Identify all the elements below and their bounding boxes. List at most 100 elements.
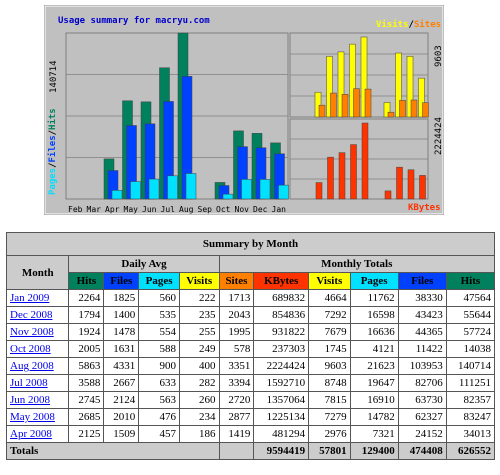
x-tick-oct: Oct [216, 205, 231, 214]
bar-sites-jun [341, 94, 349, 118]
month-link[interactable]: Jun 2008 [10, 394, 51, 406]
table-cell: 1794 [68, 306, 105, 324]
table-cell: 1713 [218, 289, 255, 307]
table-cell: 2667 [103, 374, 140, 392]
month-link[interactable]: Jul 2008 [10, 377, 48, 389]
bar-kbytes-dec [407, 169, 415, 200]
right-top-axis-max: 9603 [434, 45, 444, 67]
visits-sites-chart [289, 32, 429, 118]
summary-rows: Jan 2009 2264 1825 560 222 1713 689832 4664 1176… [5, 289, 496, 443]
graph-title: Usage summary for macryu.com [58, 16, 210, 26]
table-cell: 1419 [218, 425, 255, 443]
table-row: Jun 2008 2745 2124 563 260 2720 1357064 7815 169… [5, 391, 496, 409]
table-cell: 16598 [349, 306, 399, 324]
month-link[interactable]: Jan 2009 [10, 292, 50, 304]
table-row: Nov 2008 1924 1478 554 255 1995 931822 7679 1663… [5, 323, 496, 341]
col-daily-pages: Pages [138, 272, 180, 290]
table-cell: 44365 [397, 323, 447, 341]
legend-kbytes: KBytes [408, 203, 441, 213]
total-hits: 626552 [445, 442, 496, 460]
table-cell: 1509 [103, 425, 140, 443]
table-cell: 55644 [445, 306, 496, 324]
table-cell: 1924 [68, 323, 105, 341]
table-cell: 255 [178, 323, 220, 341]
table-cell: 249 [178, 340, 220, 358]
bar-sites-jul [353, 88, 360, 118]
table-cell: 3351 [218, 357, 255, 375]
month-cell: Jul 2008 [5, 374, 70, 392]
month-cell: Jun 2008 [5, 391, 70, 409]
table-cell: 560 [138, 289, 180, 307]
table-cell: 2005 [68, 340, 105, 358]
bar-visits-may [326, 56, 333, 118]
x-tick-sep: Sep [198, 205, 213, 214]
column-headers: Hits Files Pages Visits Sites KBytes Visits Pag… [7, 272, 496, 290]
table-cell: 63730 [397, 391, 447, 409]
table-cell: 854836 [253, 306, 310, 324]
month-link[interactable]: May 2008 [10, 411, 55, 423]
table-row: May 2008 2685 2010 476 234 2877 1225134 7279 147… [5, 408, 496, 426]
table-cell: 1745 [308, 340, 351, 358]
total-kbytes: 9594419 [253, 442, 310, 460]
table-cell: 237303 [253, 340, 310, 358]
bar-kbytes-apr [315, 182, 323, 200]
col-monthly-sites: Sites [218, 272, 255, 290]
bar-kbytes-jun [338, 152, 346, 200]
month-link[interactable]: Aug 2008 [10, 360, 54, 372]
table-cell: 82706 [397, 374, 447, 392]
table-cell: 111251 [445, 374, 496, 392]
table-cell: 4121 [349, 340, 399, 358]
month-link[interactable]: Dec 2008 [10, 309, 53, 321]
table-cell: 2745 [68, 391, 105, 409]
graph-bevel [44, 5, 444, 215]
total-visits: 57801 [308, 442, 351, 460]
bar-pages-dec [259, 179, 271, 200]
right-bottom-axis-max: 2224424 [434, 117, 444, 155]
month-cell: Nov 2008 [5, 323, 70, 341]
kbytes-chart [289, 118, 429, 200]
table-cell: 14782 [349, 408, 399, 426]
table-cell: 1357064 [253, 391, 310, 409]
x-tick-nov: Nov [235, 205, 250, 214]
table-cell: 476 [138, 408, 180, 426]
table-cell: 2877 [218, 408, 255, 426]
month-cell: Apr 2008 [5, 425, 70, 443]
bar-visits-jun [337, 51, 345, 118]
month-link[interactable]: Nov 2008 [10, 326, 54, 338]
table-cell: 7279 [308, 408, 351, 426]
legend-visits-sites: Visits/Sites [376, 19, 441, 30]
table-cell: 2125 [68, 425, 105, 443]
bar-visits-apr [314, 91, 322, 118]
total-pages: 129400 [349, 442, 399, 460]
bar-visits-jan [418, 77, 425, 118]
legend-left: Pages/Files/Hits [47, 108, 58, 195]
table-cell: 14038 [445, 340, 496, 358]
month-link[interactable]: Apr 2008 [10, 428, 52, 440]
col-daily-hits: Hits [68, 272, 105, 290]
month-link[interactable]: Oct 2008 [10, 343, 51, 355]
col-monthly-files: Files [397, 272, 447, 290]
bar-sites-dec [410, 99, 418, 118]
legend-sep: / [409, 20, 414, 30]
table-cell: 47564 [445, 289, 496, 307]
month-cell: Oct 2008 [5, 340, 70, 358]
table-cell: 2010 [103, 408, 140, 426]
table-cell: 8748 [308, 374, 351, 392]
total-files: 474408 [397, 442, 447, 460]
x-tick-mar: Mar [87, 205, 102, 214]
bar-kbytes-may [327, 156, 334, 200]
table-cell: 21623 [349, 357, 399, 375]
bar-visits-dec [406, 56, 414, 118]
table-cell: 282 [178, 374, 220, 392]
table-cell: 7815 [308, 391, 351, 409]
table-row: Jan 2009 2264 1825 560 222 1713 689832 4664 1176… [5, 289, 496, 307]
table-cell: 234 [178, 408, 220, 426]
table-cell: 1825 [103, 289, 140, 307]
table-cell: 140714 [445, 357, 496, 375]
table-cell: 2043 [218, 306, 255, 324]
total-sites [218, 442, 255, 460]
col-monthly-hits: Hits [445, 272, 496, 290]
table-cell: 1478 [103, 323, 140, 341]
table-cell: 19647 [349, 374, 399, 392]
table-cell: 2224424 [253, 357, 310, 375]
